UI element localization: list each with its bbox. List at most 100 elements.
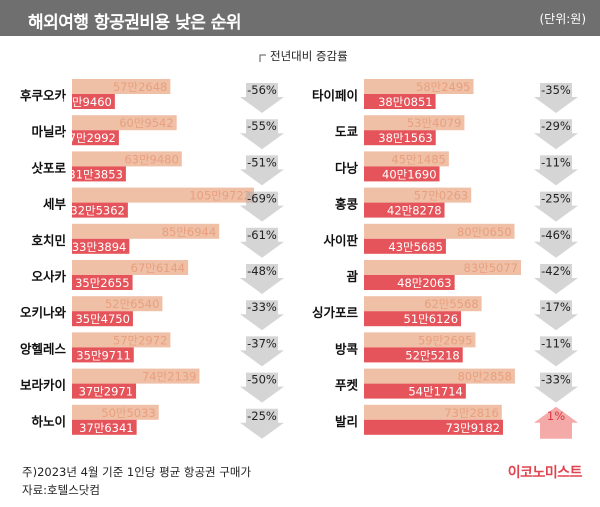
left-change-arrow-down-icon [240, 119, 284, 150]
left-curr-bar [72, 202, 128, 218]
right-curr-value-label: 54만1714 [408, 385, 462, 399]
left-curr-value-label: 37만6341 [79, 421, 133, 435]
left-prev-value-label: 105만9722 [189, 189, 251, 203]
left-prev-value-label: 50만5033 [101, 406, 155, 420]
right-change-arrow-down-icon [534, 83, 578, 113]
left-change-label: -48% [247, 264, 277, 278]
left-change-label: -55% [247, 119, 277, 133]
left-curr-bar [72, 311, 133, 327]
left-change-arrow-down-icon [240, 227, 284, 258]
left-change-label: -56% [247, 83, 277, 97]
right-change-arrow-down-icon [534, 227, 578, 258]
right-change-label: -25% [541, 192, 571, 206]
left-curr-bar [72, 275, 133, 290]
left-category-label: 오사카 [31, 269, 66, 284]
right-prev-value-label: 80만2858 [457, 370, 511, 384]
right-change-label: -17% [541, 300, 571, 314]
legend-leader-line [259, 54, 266, 62]
right-prev-value-label: 58만2495 [416, 80, 470, 94]
left-curr-bar [72, 419, 137, 435]
right-curr-value-label: 38만0851 [378, 95, 432, 109]
left-curr-value-label: 33만3894 [72, 240, 126, 254]
right-curr-bar [364, 383, 466, 399]
right-change-arrow-down-icon [534, 119, 578, 150]
left-prev-value-label: 57만2648 [113, 80, 167, 94]
left-prev-bar [72, 260, 189, 275]
right-prev-bar [364, 115, 465, 131]
left-prev-value-label: 67만6144 [131, 261, 185, 275]
right-prev-value-label: 83만5077 [464, 261, 518, 275]
right-curr-bar [364, 202, 445, 218]
left-category-label: 마닐라 [31, 124, 66, 139]
right-prev-value-label: 53만4079 [407, 116, 461, 130]
right-prev-value-label: 59만2695 [418, 333, 472, 347]
left-change-label: -51% [247, 155, 277, 169]
header-bar: 해외여행 항공권비용 낮은 순위 (단위:원) [0, 0, 600, 36]
left-prev-value-label: 74만2139 [142, 370, 196, 384]
legend-label: 전년대비 증감률 [270, 49, 348, 63]
left-prev-bar [72, 151, 182, 167]
right-prev-bar [364, 223, 515, 239]
right-prev-value-label: 62만5568 [424, 297, 478, 311]
right-curr-bar [364, 347, 463, 363]
left-prev-bar [72, 187, 254, 203]
right-change-label: -11% [541, 155, 571, 169]
left-curr-value-label: 37만2971 [79, 385, 133, 399]
left-change-arrow-down-icon [240, 300, 284, 331]
right-prev-bar [364, 368, 515, 384]
right-change-label: -42% [541, 264, 571, 278]
right-curr-value-label: 48만2063 [397, 276, 451, 290]
left-category-label: 오키나와 [20, 305, 67, 320]
right-category-label: 방콕 [335, 341, 359, 356]
left-change-label: -33% [247, 300, 277, 314]
right-curr-bar [364, 419, 503, 435]
right-curr-value-label: 52만5218 [405, 348, 459, 362]
right-change-label: -29% [541, 119, 571, 133]
right-category-label: 괌 [346, 269, 358, 284]
left-prev-bar [72, 223, 220, 239]
right-curr-value-label: 40만1690 [382, 167, 436, 181]
left-category-label: 세부 [43, 197, 67, 212]
left-prev-bar [72, 115, 177, 131]
right-change-label: -11% [541, 336, 571, 350]
right-curr-value-label: 73만9182 [445, 421, 499, 435]
right-change-arrow-down-icon [534, 372, 578, 403]
right-curr-value-label: 38만1563 [378, 131, 432, 145]
left-category-label: 앙헬레스 [20, 341, 67, 356]
footnote: 주)2023년 4월 기준 1인당 평균 항공권 구매가 [22, 465, 252, 479]
left-category-label: 하노이 [31, 414, 66, 429]
left-change-arrow-down-icon [240, 336, 284, 367]
brand-logo: 이코노미스트 [507, 465, 583, 481]
right-prev-value-label: 80만0650 [457, 225, 511, 239]
right-prev-bar [364, 332, 476, 348]
left-curr-value-label: 27만2992 [61, 131, 115, 145]
right-category-label: 홍콩 [335, 197, 359, 212]
left-change-label: -50% [247, 373, 277, 387]
right-change-arrow-down-icon [534, 155, 578, 186]
left-curr-value-label: 32만5362 [70, 204, 124, 218]
left-curr-value-label: 24만9460 [57, 95, 111, 109]
right-prev-bar [364, 404, 502, 420]
right-prev-bar [364, 151, 449, 167]
left-curr-bar [72, 347, 134, 363]
right-prev-value-label: 73만2816 [444, 406, 498, 420]
left-change-label: -25% [247, 409, 277, 423]
left-prev-value-label: 60만9542 [119, 116, 173, 130]
right-change-arrow-down-icon [534, 300, 578, 331]
left-curr-bar [72, 130, 119, 146]
right-change-label: -35% [541, 83, 571, 97]
left-curr-bar [72, 383, 137, 399]
left-prev-bar [72, 332, 171, 348]
right-curr-value-label: 51만6126 [404, 312, 458, 326]
left-curr-value-label: 35만2655 [75, 276, 129, 290]
left-prev-bar [72, 368, 200, 384]
right-category-label: 타이페이 [312, 88, 358, 103]
right-prev-bar [364, 187, 472, 203]
left-change-label: -37% [247, 336, 277, 350]
left-curr-bar [72, 166, 126, 182]
right-prev-bar [364, 296, 482, 312]
left-change-label: -61% [247, 228, 277, 242]
right-curr-bar [364, 275, 455, 290]
page-title: 해외여행 항공권비용 낮은 순위 [28, 13, 242, 33]
